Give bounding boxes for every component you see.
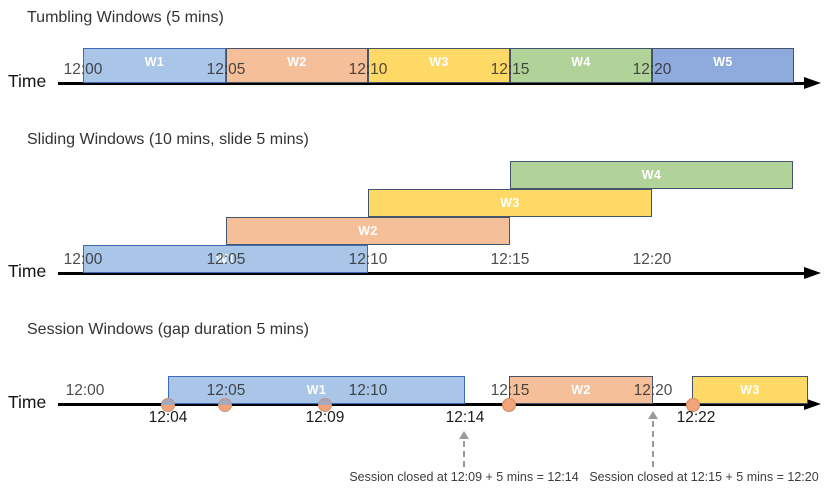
axis-tick-label: 12:20 xyxy=(632,61,672,78)
session-axis-arrowhead-icon xyxy=(804,397,821,410)
dashed-arrow-line xyxy=(463,441,465,467)
event-time-label: 12:14 xyxy=(445,409,485,426)
sliding-section-title: Sliding Windows (10 mins, slide 5 mins) xyxy=(27,131,309,148)
window-label: W3 xyxy=(500,196,520,210)
window-w4-box: W4 xyxy=(510,161,793,189)
window-label: W5 xyxy=(713,55,733,69)
window-label: W1 xyxy=(215,252,236,266)
axis-tick-label: 12:15 xyxy=(490,251,530,268)
window-w2-box: W2 xyxy=(226,48,368,83)
event-time-label: 12:04 xyxy=(148,409,188,426)
dashed-arrow-icon xyxy=(459,431,469,439)
window-w2-box: W2 xyxy=(226,217,510,245)
axis-tick-label: 12:10 xyxy=(348,251,388,268)
sliding-time-axis-label: Time xyxy=(8,261,47,281)
axis-tick-label: 12:00 xyxy=(65,382,105,399)
axis-tick-label: 12:20 xyxy=(633,382,673,399)
window-label: W1 xyxy=(144,55,165,69)
event-dot xyxy=(502,397,516,412)
event-time-label: 12:22 xyxy=(676,409,716,426)
session-section-title: Session Windows (gap duration 5 mins) xyxy=(27,321,309,338)
axis-tick-label: 12:05 xyxy=(206,382,246,399)
tumbling-section-title: Tumbling Windows (5 mins) xyxy=(27,9,224,26)
event-dot xyxy=(686,397,700,412)
sliding-time-axis-line xyxy=(58,272,808,275)
window-w5-box: W5 xyxy=(652,48,794,83)
window-w3-box: W3 xyxy=(692,376,808,404)
tumbling-axis-arrowhead-icon xyxy=(804,76,821,89)
window-w3-box: W3 xyxy=(368,189,652,217)
window-w2-box: W2 xyxy=(509,376,653,404)
window-w3-box: W3 xyxy=(368,48,510,83)
session-time-axis-line xyxy=(58,403,808,406)
window-label: W2 xyxy=(287,55,307,69)
event-dot xyxy=(218,397,232,412)
window-w1-box: W1 xyxy=(83,245,368,273)
axis-tick-label: 12:15 xyxy=(490,382,530,399)
window-label: W1 xyxy=(306,383,327,397)
session-time-axis-label: Time xyxy=(8,392,47,412)
axis-tick-label: 12:05 xyxy=(206,251,246,268)
tumbling-time-axis-line xyxy=(58,82,808,85)
window-label: W2 xyxy=(358,224,378,238)
session-closed-annotation: Session closed at 12:09 + 5 mins = 12:14 xyxy=(349,470,579,484)
dashed-arrow-icon xyxy=(648,411,658,419)
axis-tick-label: 12:20 xyxy=(632,251,672,268)
window-label: W3 xyxy=(740,383,760,397)
event-time-label: 12:09 xyxy=(305,409,345,426)
axis-tick-label: 12:10 xyxy=(348,61,388,78)
window-w1-box: W1 xyxy=(168,376,465,404)
sliding-axis-arrowhead-icon xyxy=(804,266,821,279)
axis-tick-label: 12:05 xyxy=(206,61,246,78)
dashed-arrow-line xyxy=(652,421,654,467)
tumbling-time-axis-label: Time xyxy=(8,71,47,91)
event-dot xyxy=(318,397,332,412)
axis-tick-label: 12:00 xyxy=(63,61,103,78)
event-dot xyxy=(161,397,175,412)
window-w1-box: W1 xyxy=(83,48,226,83)
axis-tick-label: 12:15 xyxy=(490,61,530,78)
window-label: W4 xyxy=(571,55,591,69)
window-label: W3 xyxy=(429,55,449,69)
session-closed-annotation: Session closed at 12:15 + 5 mins = 12:20 xyxy=(589,470,819,484)
axis-tick-label: 12:00 xyxy=(63,251,103,268)
window-w4-box: W4 xyxy=(510,48,652,83)
window-label: W4 xyxy=(641,168,662,182)
axis-tick-label: 12:10 xyxy=(348,382,388,399)
window-label: W2 xyxy=(571,383,591,397)
